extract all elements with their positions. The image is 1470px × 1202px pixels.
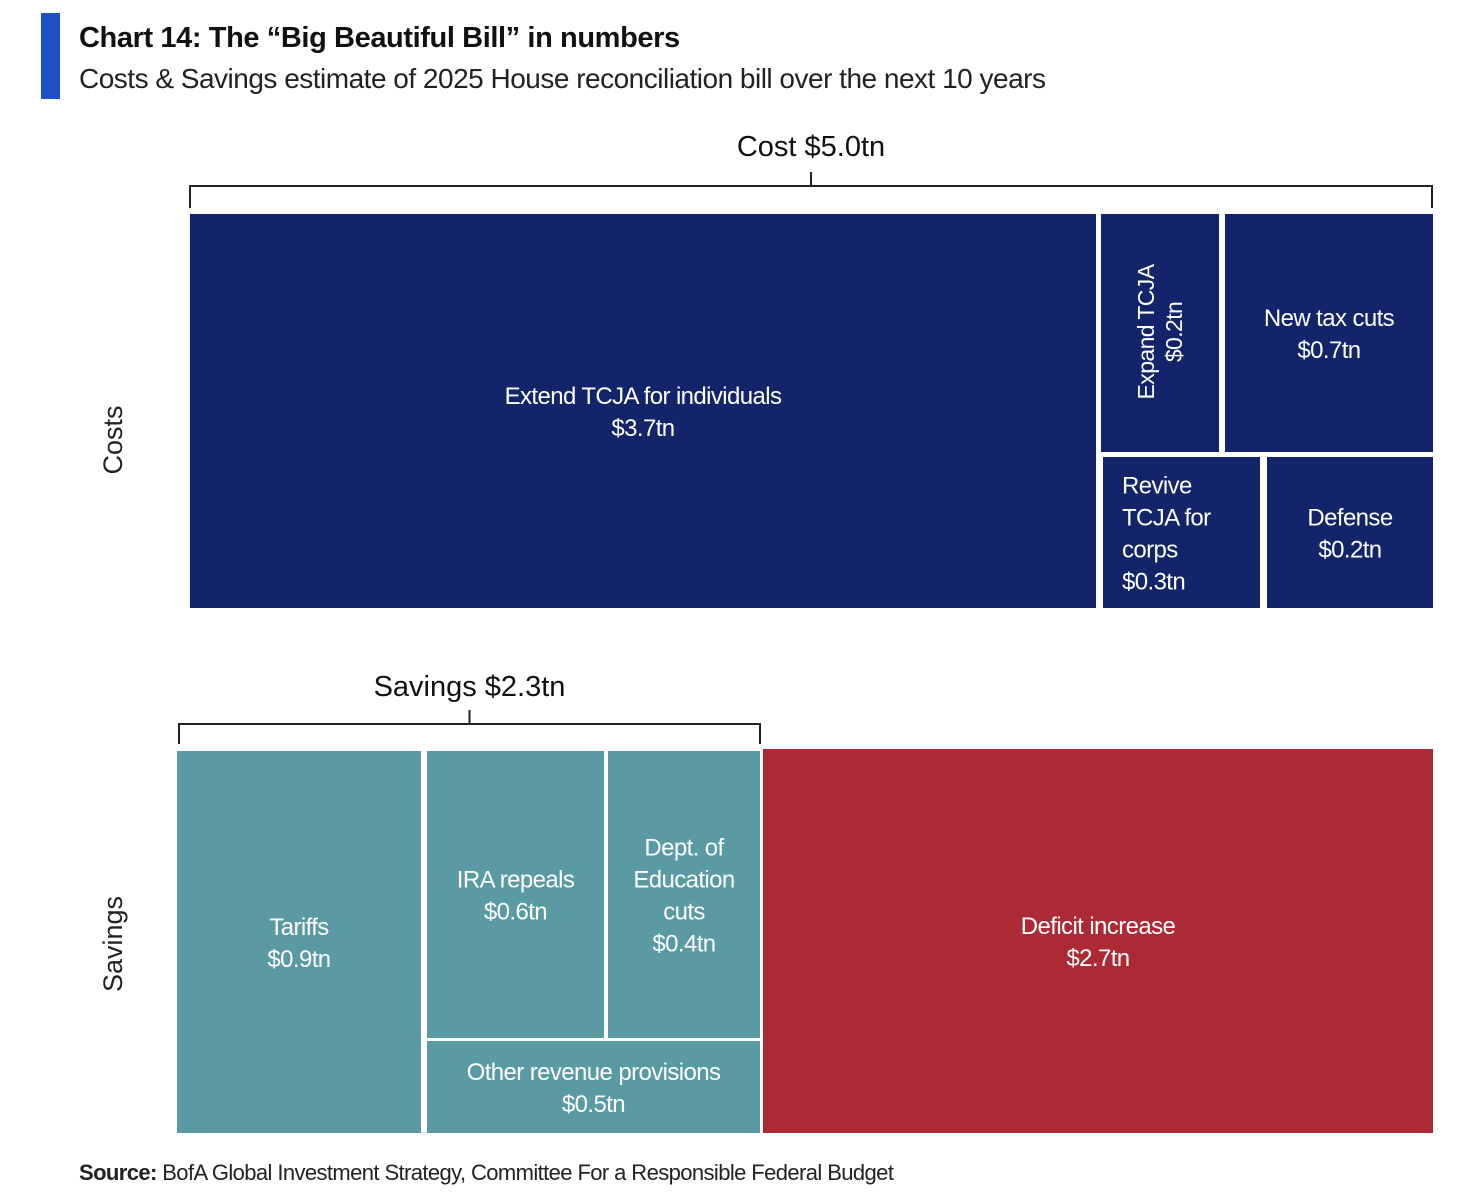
tile-value-other-revenue-provisions: $0.5tn <box>562 1091 625 1118</box>
tile-label-deficit-increase: Deficit increase <box>1021 913 1176 940</box>
tile-label-ira-repeals: IRA repeals <box>457 867 575 894</box>
tile-deficit-increase: Deficit increase $2.7tn <box>763 749 1433 1133</box>
tile-label-other-revenue-provisions: Other revenue provisions <box>467 1059 721 1086</box>
source-label: Source: <box>79 1160 157 1185</box>
tile-label-dept-of-education-cuts-line-3: cuts <box>663 899 705 926</box>
savings-tiles: Tariffs $0.9tn IRA repeals $0.6tn Dept. of Ed… <box>177 749 1433 1133</box>
tile-rect-new-tax-cuts <box>1225 214 1433 452</box>
tile-label-extend-tcja-for-individuals: Extend TCJA for individuals <box>505 383 782 410</box>
tile-dept-of-education-cuts: Dept. of Education cuts $0.4tn <box>608 751 760 1038</box>
tile-label-revive-tcja-for-corps-line-3: corps <box>1122 537 1178 564</box>
tile-value-deficit-increase: $2.7tn <box>1066 945 1129 972</box>
chart-subtitle: Costs & Savings estimate of 2025 House r… <box>79 63 1046 94</box>
tile-rect-dept-of-education-cuts <box>608 751 760 1038</box>
title-accent-bar <box>41 13 60 99</box>
tile-label-dept-of-education-cuts-line-2: Education <box>633 867 734 894</box>
tile-rotated-label-expand-tcja: Expand TCJA $0.2tn <box>1133 263 1187 399</box>
tile-rect-revive-tcja-for-corps <box>1103 457 1260 608</box>
tile-label-expand-tcja: Expand TCJA <box>1133 263 1159 399</box>
tile-expand-tcja: Expand TCJA $0.2tn <box>1101 214 1219 452</box>
costs-tiles: Extend TCJA for individuals $3.7tn Expand … <box>190 214 1433 608</box>
tile-value-defense: $0.2tn <box>1318 537 1381 564</box>
tile-value-new-tax-cuts: $0.7tn <box>1297 337 1360 364</box>
tile-extend-tcja-for-individuals: Extend TCJA for individuals $3.7tn <box>190 214 1096 608</box>
tile-label-defense: Defense <box>1307 505 1392 532</box>
tile-new-tax-cuts: New tax cuts $0.7tn <box>1225 214 1433 452</box>
tile-ira-repeals: IRA repeals $0.6tn <box>427 751 604 1038</box>
tile-rect-defense <box>1267 457 1433 608</box>
tile-value-tariffs: $0.9tn <box>267 946 330 973</box>
savings-axis-label: Savings <box>98 896 128 992</box>
savings-bracket <box>178 710 761 744</box>
tile-rect-tariffs <box>177 751 421 1133</box>
source-text: BofA Global Investment Strategy, Committ… <box>162 1160 894 1185</box>
tile-value-extend-tcja-for-individuals: $3.7tn <box>611 415 674 442</box>
tile-rect-deficit-increase <box>763 749 1433 1133</box>
costs-bracket <box>189 172 1433 208</box>
tile-other-revenue-provisions: Other revenue provisions $0.5tn <box>427 1041 760 1133</box>
tile-rect-expand-tcja <box>1101 214 1219 452</box>
tile-tariffs: Tariffs $0.9tn <box>177 751 421 1133</box>
tile-revive-tcja-for-corps: Revive TCJA for corps $0.3tn <box>1103 457 1260 608</box>
tile-value-expand-tcja: $0.2tn <box>1161 302 1187 362</box>
savings-group: Savings $2.3tn Savings Tariffs $0.9tn IRA … <box>98 671 1433 1133</box>
tile-value-dept-of-education-cuts: $0.4tn <box>652 931 715 958</box>
tile-label-new-tax-cuts: New tax cuts <box>1264 305 1395 332</box>
tile-label-dept-of-education-cuts-line-1: Dept. of <box>644 835 724 862</box>
costs-axis-label: Costs <box>98 405 128 474</box>
tile-label-revive-tcja-for-corps-line-1: Revive <box>1122 473 1192 500</box>
tile-rect-extend-tcja-for-individuals <box>190 214 1096 608</box>
tile-rect-ira-repeals <box>427 751 604 1038</box>
tile-label-tariffs: Tariffs <box>269 914 329 941</box>
tile-rect-other-revenue-provisions <box>427 1041 760 1133</box>
tile-value-revive-tcja-for-corps: $0.3tn <box>1122 569 1185 596</box>
tile-defense: Defense $0.2tn <box>1267 457 1433 608</box>
costs-group: Cost $5.0tn Costs Extend TCJA for indivi… <box>98 131 1433 608</box>
tile-value-ira-repeals: $0.6tn <box>484 899 547 926</box>
source-note: Source: BofA Global Investment Strategy,… <box>79 1160 894 1186</box>
tile-label-revive-tcja-for-corps-line-2: TCJA for <box>1122 505 1211 532</box>
costs-bracket-label: Cost $5.0tn <box>737 131 885 163</box>
chart-title: Chart 14: The “Big Beautiful Bill” in nu… <box>79 22 680 54</box>
savings-bracket-label: Savings $2.3tn <box>374 671 566 703</box>
